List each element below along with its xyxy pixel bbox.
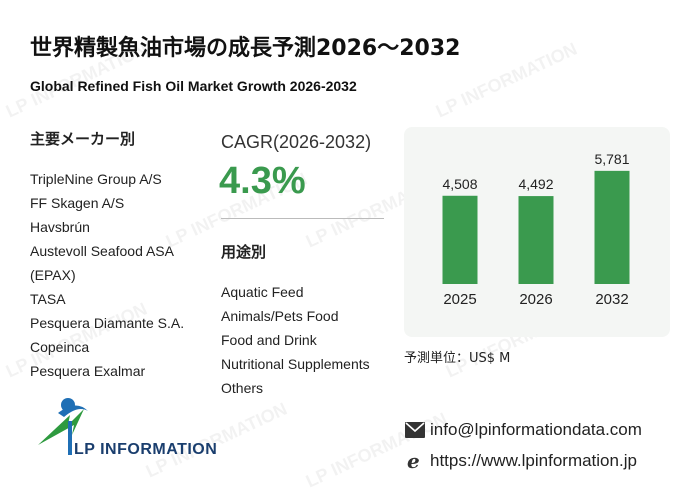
list-item: Pesquera Exalmar bbox=[30, 363, 146, 379]
bar-2026 bbox=[518, 196, 554, 284]
list-item: Food and Drink bbox=[221, 332, 317, 348]
list-item: Animals/Pets Food bbox=[221, 308, 339, 324]
list-item: Havsbrún bbox=[30, 219, 90, 235]
cagr-label: CAGR(2026-2032) bbox=[221, 132, 372, 152]
applications-list: Aquatic Feed Animals/Pets Food Food and … bbox=[221, 280, 370, 400]
list-item: (EPAX) bbox=[30, 267, 76, 283]
applications-heading: 用途別 bbox=[221, 243, 267, 261]
divider bbox=[221, 218, 384, 219]
lp-information-logo: LP INFORMATION bbox=[28, 395, 218, 465]
list-item: Others bbox=[221, 380, 264, 396]
email-text: info@lpinformationdata.com bbox=[430, 420, 642, 439]
contact-email[interactable]: info@lpinformationdata.com bbox=[404, 420, 642, 440]
page-title: 世界精製魚油市場の成長予測2026～2032 bbox=[30, 36, 461, 61]
bar-value-label: 4,492 bbox=[518, 176, 553, 192]
mail-icon bbox=[404, 420, 426, 440]
svg-text:e: e bbox=[407, 451, 420, 471]
browser-e-icon: e bbox=[404, 451, 426, 471]
unit-label: 予測単位：US$ M bbox=[404, 351, 511, 366]
list-item: TripleNine Group A/S bbox=[30, 171, 162, 187]
list-item: Pesquera Diamante S.A. bbox=[30, 315, 185, 331]
bar-2032 bbox=[594, 170, 630, 284]
x-tick-label: 2025 bbox=[443, 291, 476, 308]
page-subtitle: Global Refined Fish Oil Market Growth 20… bbox=[30, 78, 357, 94]
manufacturers-heading: 主要メーカー別 bbox=[30, 130, 136, 148]
chart-panel: 4,508 2025 4,492 2026 5,781 2032 bbox=[404, 127, 670, 337]
logo-text: LP INFORMATION bbox=[74, 441, 218, 458]
cagr-value: 4.3% bbox=[219, 160, 306, 202]
x-tick-label: 2032 bbox=[595, 291, 628, 308]
list-item: Aquatic Feed bbox=[221, 284, 304, 300]
contact-website[interactable]: e https://www.lpinformation.jp bbox=[404, 451, 637, 471]
list-item: FF Skagen A/S bbox=[30, 195, 125, 211]
list-item: Nutritional Supplements bbox=[221, 356, 370, 372]
bar-value-label: 5,781 bbox=[594, 151, 629, 167]
website-text: https://www.lpinformation.jp bbox=[430, 451, 637, 470]
bar-2025 bbox=[442, 195, 478, 284]
bar-chart: 4,508 2025 4,492 2026 5,781 2032 bbox=[442, 151, 630, 308]
list-item: Austevoll Seafood ASA bbox=[30, 243, 174, 259]
list-item: TASA bbox=[30, 291, 66, 307]
manufacturers-list: TripleNine Group A/S FF Skagen A/S Havsb… bbox=[30, 167, 184, 383]
list-item: Copeinca bbox=[30, 339, 90, 355]
bar-value-label: 4,508 bbox=[442, 176, 477, 192]
logo-mark-icon bbox=[38, 398, 88, 455]
x-tick-label: 2026 bbox=[519, 291, 552, 308]
